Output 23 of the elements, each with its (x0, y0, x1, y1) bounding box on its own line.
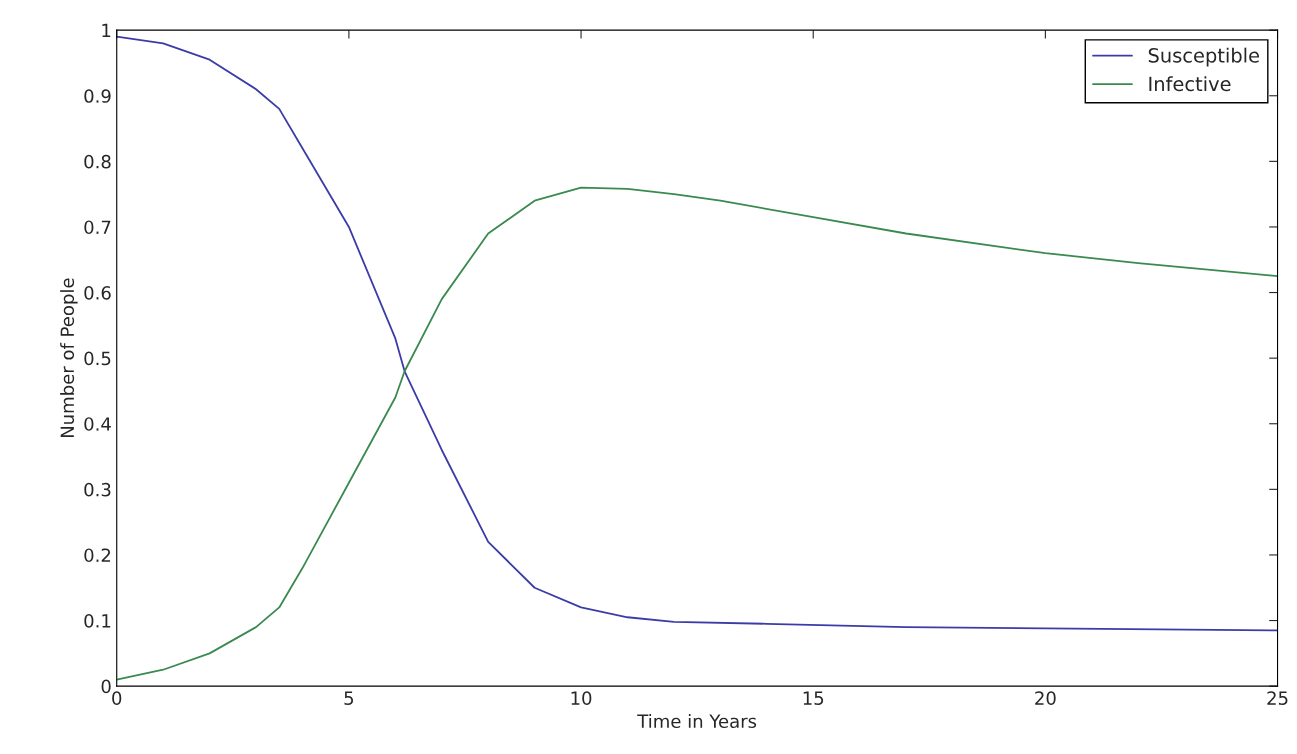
y-tick-label: 0.6 (84, 286, 111, 300)
line-series (116, 35, 1278, 632)
x-axis-title: Time in Years (637, 714, 757, 729)
x-tick-label: 15 (803, 691, 824, 705)
x-tick-label: 5 (344, 691, 354, 705)
y-tick-label: 0.3 (84, 482, 111, 497)
y-tick-label: 0.5 (84, 351, 111, 366)
legend-label: Susceptible (1148, 47, 1260, 67)
x-tick-label: 10 (571, 691, 592, 705)
y-tick-label: 0.9 (84, 89, 111, 103)
y-tick-label: 0.1 (84, 614, 111, 628)
y-tick-label: 0.2 (84, 548, 111, 563)
y-tick-label: 0.8 (84, 154, 111, 169)
y-tick-label: 0.4 (84, 417, 111, 431)
y-tick-label: 0.7 (84, 220, 111, 235)
legend-label: Infective (1149, 76, 1231, 92)
x-tick-label: 20 (1035, 691, 1056, 705)
y-axis-title: Number of People (60, 278, 78, 438)
x-tick-label: 0 (112, 691, 122, 705)
y-tick-label: 0 (101, 679, 111, 694)
line-series (116, 186, 1278, 681)
y-tick-label: 1 (102, 23, 111, 38)
x-tick-label: 25 (1267, 691, 1288, 705)
